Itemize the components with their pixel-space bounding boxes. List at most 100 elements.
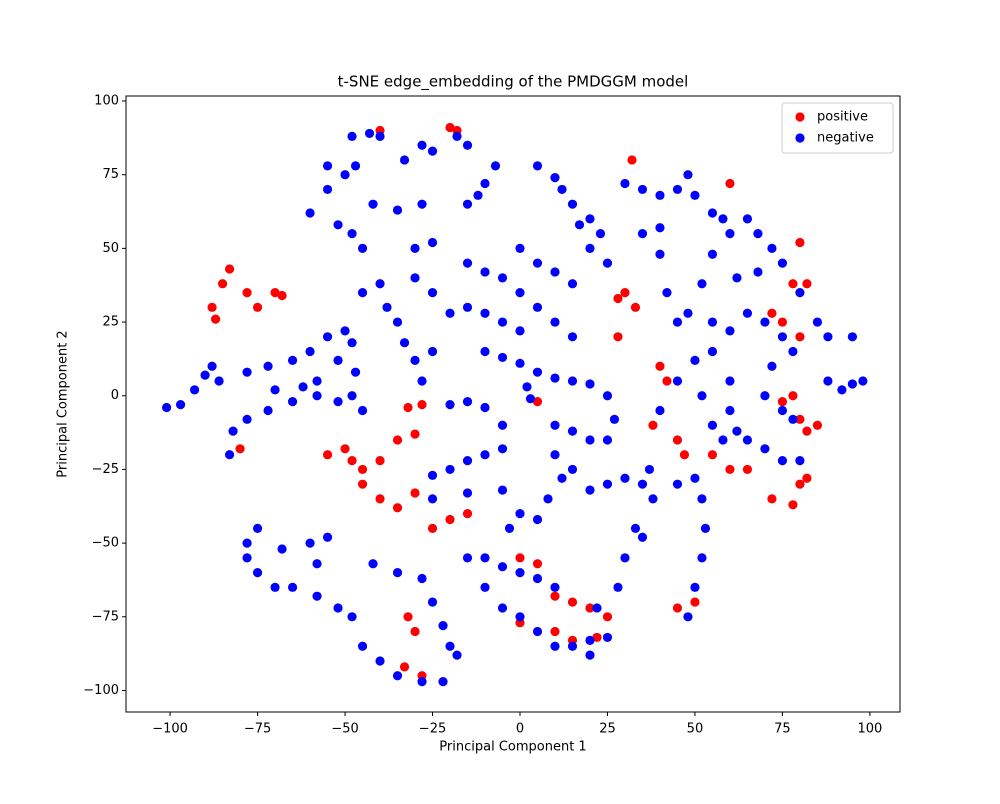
point bbox=[630, 523, 641, 533]
point bbox=[270, 385, 280, 395]
point bbox=[277, 544, 287, 554]
point bbox=[445, 308, 455, 318]
point bbox=[480, 582, 490, 592]
point bbox=[532, 514, 543, 525]
point bbox=[602, 479, 613, 489]
point bbox=[375, 455, 385, 466]
point bbox=[322, 532, 333, 542]
point bbox=[340, 326, 350, 336]
point bbox=[515, 243, 525, 253]
point bbox=[462, 140, 473, 150]
point bbox=[753, 229, 763, 239]
point bbox=[462, 397, 473, 407]
point bbox=[788, 500, 798, 510]
point bbox=[802, 426, 812, 436]
point bbox=[550, 626, 560, 637]
point bbox=[392, 671, 403, 681]
point bbox=[392, 503, 403, 513]
point bbox=[655, 190, 665, 200]
point bbox=[427, 346, 438, 357]
point bbox=[613, 582, 623, 592]
point bbox=[515, 612, 525, 622]
point bbox=[648, 494, 658, 504]
point bbox=[462, 258, 473, 268]
point bbox=[333, 355, 343, 365]
point bbox=[357, 479, 368, 489]
point bbox=[532, 626, 543, 637]
point bbox=[585, 435, 595, 445]
point bbox=[532, 258, 543, 268]
point bbox=[550, 450, 560, 460]
point bbox=[340, 444, 350, 454]
point bbox=[417, 376, 427, 386]
point bbox=[683, 308, 693, 318]
y-tick-label: −75 bbox=[92, 609, 119, 624]
point bbox=[620, 473, 630, 483]
y-tick-label: −25 bbox=[92, 462, 119, 477]
point bbox=[637, 479, 648, 489]
point bbox=[620, 287, 630, 298]
point bbox=[707, 317, 718, 327]
point bbox=[557, 473, 567, 483]
point bbox=[228, 426, 238, 436]
point bbox=[438, 677, 448, 687]
point bbox=[725, 229, 735, 239]
point bbox=[550, 582, 560, 592]
point bbox=[462, 455, 473, 466]
point bbox=[298, 382, 308, 392]
point bbox=[742, 308, 753, 318]
point bbox=[777, 455, 788, 466]
x-tick-label: 50 bbox=[687, 722, 704, 737]
point bbox=[175, 399, 186, 410]
point bbox=[375, 656, 385, 666]
point bbox=[445, 399, 455, 410]
point bbox=[672, 603, 683, 613]
point bbox=[322, 184, 333, 195]
point bbox=[532, 367, 543, 377]
point bbox=[788, 279, 798, 289]
point bbox=[357, 405, 368, 416]
y-tick-label: 75 bbox=[102, 167, 119, 182]
point bbox=[210, 314, 221, 324]
point bbox=[189, 385, 200, 395]
legend-marker bbox=[795, 133, 805, 143]
point bbox=[347, 229, 357, 239]
point bbox=[417, 399, 427, 410]
point bbox=[252, 567, 263, 578]
point bbox=[858, 376, 868, 386]
y-tick-label: 100 bbox=[94, 94, 119, 109]
point bbox=[707, 420, 718, 430]
point bbox=[707, 208, 718, 218]
point bbox=[637, 532, 648, 542]
point bbox=[620, 178, 630, 189]
point bbox=[445, 464, 455, 475]
point bbox=[312, 591, 322, 601]
point bbox=[445, 122, 455, 133]
point bbox=[347, 391, 357, 401]
point bbox=[417, 677, 427, 687]
point bbox=[322, 450, 333, 460]
point bbox=[410, 273, 420, 283]
point bbox=[252, 523, 263, 533]
point bbox=[812, 317, 823, 327]
point bbox=[613, 293, 623, 304]
point bbox=[392, 567, 403, 578]
point bbox=[357, 464, 368, 475]
point bbox=[480, 450, 490, 460]
point bbox=[452, 131, 462, 141]
point bbox=[672, 479, 683, 489]
point bbox=[532, 397, 543, 407]
point bbox=[399, 155, 410, 165]
point bbox=[760, 391, 770, 401]
point bbox=[812, 420, 823, 430]
point bbox=[802, 473, 812, 483]
point bbox=[683, 612, 693, 622]
point bbox=[690, 190, 700, 200]
point bbox=[532, 302, 543, 312]
point bbox=[480, 178, 490, 189]
x-tick-label: 100 bbox=[857, 722, 882, 737]
point bbox=[592, 632, 602, 643]
point bbox=[767, 494, 777, 504]
point bbox=[515, 567, 525, 578]
